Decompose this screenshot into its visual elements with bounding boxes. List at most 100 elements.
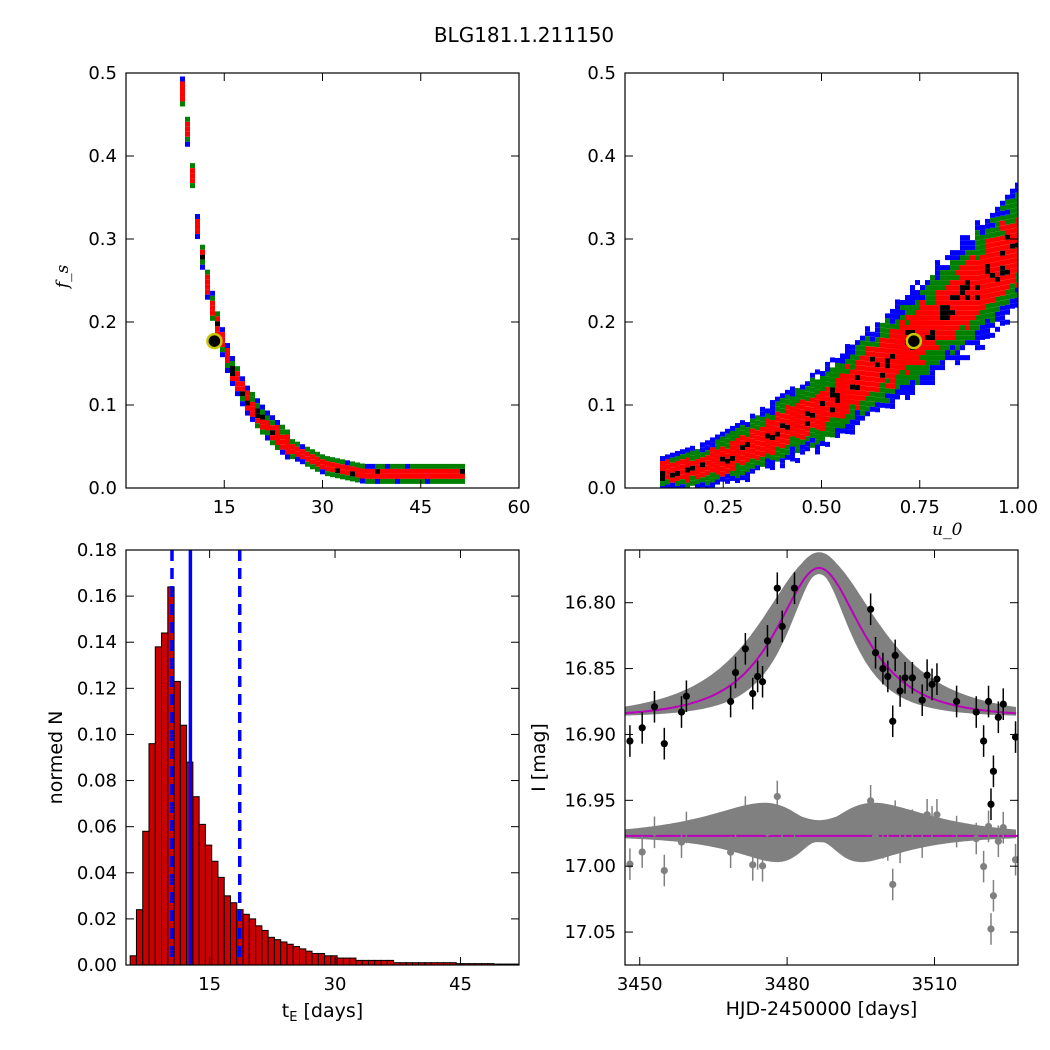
data-point: [952, 697, 961, 706]
heatmap-cell: [285, 439, 290, 445]
heatmap-cell: [290, 454, 295, 460]
heatmap-cell: [895, 379, 900, 385]
heatmap-cell: [935, 345, 940, 351]
heatmap-cell: [970, 300, 975, 306]
heatmap-cell: [975, 250, 980, 256]
heatmap-cell: [195, 219, 200, 225]
data-point: [650, 703, 659, 711]
heatmap-cell: [940, 310, 945, 316]
heatmap-cell: [685, 462, 690, 468]
heatmap-cell: [970, 335, 975, 341]
heatmap-cell: [775, 406, 780, 412]
heatmap-cell: [930, 330, 935, 336]
x-tick-label: 45: [449, 974, 472, 995]
heatmap-cell: [980, 249, 985, 255]
heatmap-cell: [1000, 295, 1005, 301]
heatmap-cell: [450, 478, 455, 484]
heatmap-cell: [420, 473, 425, 479]
heatmap-cell: [225, 368, 230, 374]
heatmap-cell: [865, 336, 870, 342]
heatmap-cell: [955, 295, 960, 301]
heatmap-cell: [740, 425, 745, 431]
heatmap-cell: [885, 313, 890, 319]
heatmap-cell: [835, 407, 840, 413]
heatmap-cell: [375, 468, 380, 474]
heatmap-cell: [735, 468, 740, 474]
heatmap-cell: [745, 432, 750, 438]
heatmap-cell: [990, 227, 995, 233]
heatmap-cell: [310, 454, 315, 460]
data-point: [879, 664, 887, 673]
heatmap-cell: [885, 393, 890, 399]
heatmap-cell: [830, 417, 835, 423]
heatmap-cell: [795, 413, 800, 419]
histogram-bar: [273, 939, 282, 965]
heatmap-cell: [855, 360, 860, 366]
heatmap-cell: [795, 458, 800, 464]
heatmap-cell: [860, 340, 865, 346]
heatmap-cell: [905, 345, 910, 351]
heatmap-cell: [865, 361, 870, 367]
heatmap-cell: [855, 340, 860, 346]
heatmap-cell: [905, 295, 910, 301]
heatmap-cell: [715, 444, 720, 450]
heatmap-cell: [820, 441, 825, 447]
heatmap-cell: [920, 345, 925, 351]
heatmap-cell: [205, 294, 210, 300]
heatmap-cell: [680, 474, 685, 480]
heatmap-cell: [810, 382, 815, 388]
heatmap-cell: [960, 275, 965, 281]
heatmap-cell: [860, 360, 865, 366]
heatmap-cell: [750, 443, 755, 449]
heatmap-cell: [270, 435, 275, 441]
heatmap-cell: [900, 344, 905, 350]
heatmap-cell: [880, 352, 885, 358]
histogram-bar: [280, 941, 288, 965]
heatmap-cell: [975, 285, 980, 291]
x-axis-label: u_0: [932, 520, 962, 540]
heatmap-cell: [240, 396, 245, 402]
heatmap-cell: [1015, 222, 1018, 228]
x-tick-label: 0.75: [900, 497, 940, 518]
heatmap-cell: [730, 450, 735, 456]
heatmap-cell: [940, 340, 945, 346]
heatmap-cell: [755, 440, 760, 446]
heatmap-cell: [770, 430, 775, 436]
heatmap-cell: [765, 448, 770, 454]
heatmap-cell: [220, 332, 225, 338]
heatmap-cell: [845, 414, 850, 420]
heatmap-cell: [975, 340, 980, 346]
heatmap-cell: [205, 289, 210, 295]
heatmap-cell: [230, 361, 235, 367]
heatmap-cell: [730, 430, 735, 436]
heatmap-cell: [730, 470, 735, 476]
heatmap-cell: [935, 305, 940, 311]
heatmap-cell: [895, 369, 900, 375]
heatmap-cell: [965, 255, 970, 261]
heatmap-cell: [865, 371, 870, 377]
heatmap-cell: [455, 468, 460, 474]
heatmap-cell: [1005, 269, 1010, 275]
heatmap-cell: [920, 355, 925, 361]
heatmap-cell: [790, 401, 795, 407]
heatmap-cell: [950, 280, 955, 286]
histogram-bar: [142, 830, 150, 965]
heatmap-cell: [940, 295, 945, 301]
heatmap-cell: [1005, 209, 1010, 215]
heatmap-cell: [195, 214, 200, 220]
heatmap-cell: [975, 240, 980, 246]
heatmap-cell: [205, 274, 210, 280]
heatmap-cell: [1005, 294, 1010, 300]
heatmap-cell: [780, 453, 785, 459]
heatmap-cell: [900, 334, 905, 340]
heatmap-cell: [995, 216, 1000, 222]
heatmap-cell: [750, 448, 755, 454]
heatmap-cell: [250, 406, 255, 412]
heatmap-cell: [735, 448, 740, 454]
data-point: [763, 637, 772, 645]
heatmap-cell: [205, 269, 210, 275]
heatmap-cell: [815, 414, 820, 420]
heatmap-cell: [970, 340, 975, 346]
heatmap-cell: [920, 295, 925, 301]
heatmap-cell: [885, 373, 890, 379]
